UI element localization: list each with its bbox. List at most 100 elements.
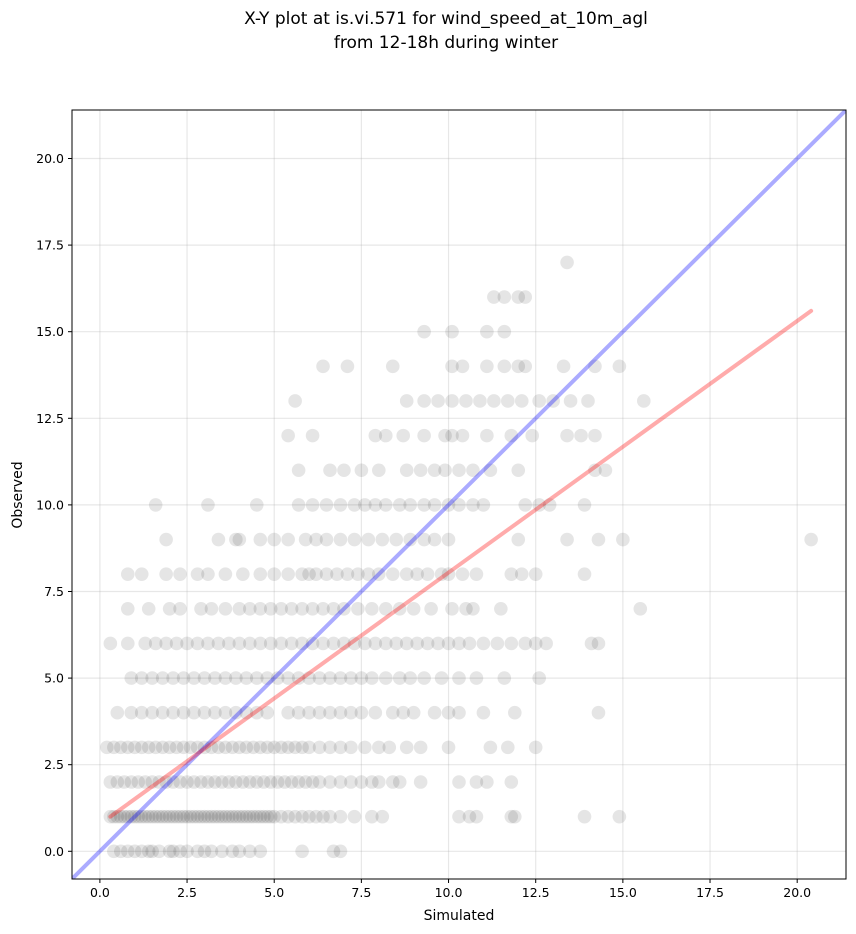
data-point-188: [229, 705, 243, 720]
data-point-373: [291, 498, 306, 512]
data-point-423: [288, 394, 302, 408]
data-point-46: [183, 809, 198, 824]
x-axis-label: Simulated: [424, 908, 495, 924]
data-point-298: [295, 602, 309, 616]
data-point-88: [577, 809, 592, 824]
data-point-300: [316, 602, 330, 616]
data-point-444: [497, 359, 512, 374]
data-point-413: [417, 428, 431, 443]
data-point-457: [518, 290, 533, 304]
data-point-237: [417, 671, 431, 685]
data-point-103: [194, 775, 208, 789]
data-point-147: [190, 740, 205, 755]
data-point-171: [399, 740, 414, 755]
data-point-180: [145, 705, 159, 720]
data-point-74: [295, 809, 309, 824]
data-point-340: [455, 567, 470, 581]
data-point-226: [291, 671, 306, 685]
data-point-324: [281, 567, 295, 581]
data-point-71: [274, 809, 288, 824]
data-point-328: [319, 567, 334, 581]
data-point-89: [612, 809, 627, 824]
data-point-380: [378, 498, 393, 512]
data-point-403: [466, 463, 480, 478]
data-point-27: [117, 809, 132, 824]
data-point-308: [424, 602, 438, 616]
data-point-170: [382, 740, 397, 755]
data-point-140: [141, 740, 156, 755]
data-point-122: [333, 775, 348, 789]
data-point-163: [302, 740, 316, 755]
data-point-425: [417, 394, 431, 408]
data-point-331: [351, 567, 365, 581]
data-point-174: [483, 740, 498, 755]
data-point-186: [208, 705, 222, 720]
data-point-162: [295, 740, 309, 755]
data-point-79: [333, 809, 348, 824]
data-point-401: [438, 463, 452, 478]
data-point-57: [222, 809, 236, 824]
data-point-119: [305, 775, 320, 789]
data-point-297: [284, 602, 299, 616]
data-point-313: [633, 602, 648, 616]
data-point-407: [598, 463, 613, 478]
data-point-0: [107, 844, 121, 859]
data-point-102: [187, 775, 201, 789]
data-point-130: [452, 775, 466, 789]
data-point-227: [302, 671, 316, 685]
data-point-283: [584, 636, 599, 651]
x-tick-label-3: 7.5: [351, 885, 371, 900]
data-point-69: [263, 809, 278, 824]
data-point-220: [229, 671, 243, 685]
data-point-42: [169, 809, 184, 824]
data-point-178: [124, 705, 139, 720]
data-point-161: [288, 740, 302, 755]
data-point-260: [295, 636, 309, 651]
data-point-123: [344, 775, 358, 789]
data-point-6: [145, 844, 159, 859]
data-point-5: [141, 844, 156, 859]
data-point-80: [347, 809, 362, 824]
data-point-355: [319, 532, 334, 547]
data-point-155: [246, 740, 261, 755]
data-point-392: [577, 498, 592, 512]
data-point-62: [239, 809, 254, 824]
data-point-34: [141, 809, 156, 824]
data-point-195: [312, 705, 327, 720]
data-point-67: [256, 809, 271, 824]
data-point-60: [232, 809, 247, 824]
data-point-211: [134, 671, 149, 685]
data-point-18: [243, 844, 257, 859]
data-point-296: [274, 602, 288, 616]
data-point-201: [385, 705, 400, 720]
data-point-157: [260, 740, 275, 755]
x-tick-label-4: 10.0: [435, 885, 463, 900]
reference-lines: [72, 110, 846, 879]
data-point-276: [462, 636, 477, 651]
data-point-371: [201, 498, 215, 512]
data-point-388: [476, 498, 491, 512]
data-point-14: [204, 844, 219, 859]
data-point-427: [445, 394, 459, 408]
x-tick-label-0: 0.0: [90, 885, 110, 900]
data-point-133: [504, 775, 519, 789]
data-point-48: [190, 809, 205, 824]
data-point-408: [281, 428, 295, 443]
data-point-118: [298, 775, 313, 789]
data-point-452: [480, 324, 494, 339]
data-point-325: [295, 567, 309, 581]
data-point-258: [274, 636, 288, 651]
data-point-449: [612, 359, 627, 374]
data-point-173: [441, 740, 456, 755]
data-point-84: [462, 809, 477, 824]
data-point-124: [354, 775, 369, 789]
data-point-445: [511, 359, 526, 374]
data-point-181: [155, 705, 170, 720]
data-point-104: [201, 775, 215, 789]
data-point-412: [396, 428, 411, 443]
data-point-128: [392, 775, 407, 789]
data-point-291: [218, 602, 233, 616]
data-point-160: [281, 740, 295, 755]
data-point-436: [581, 394, 595, 408]
data-point-393: [291, 463, 306, 478]
